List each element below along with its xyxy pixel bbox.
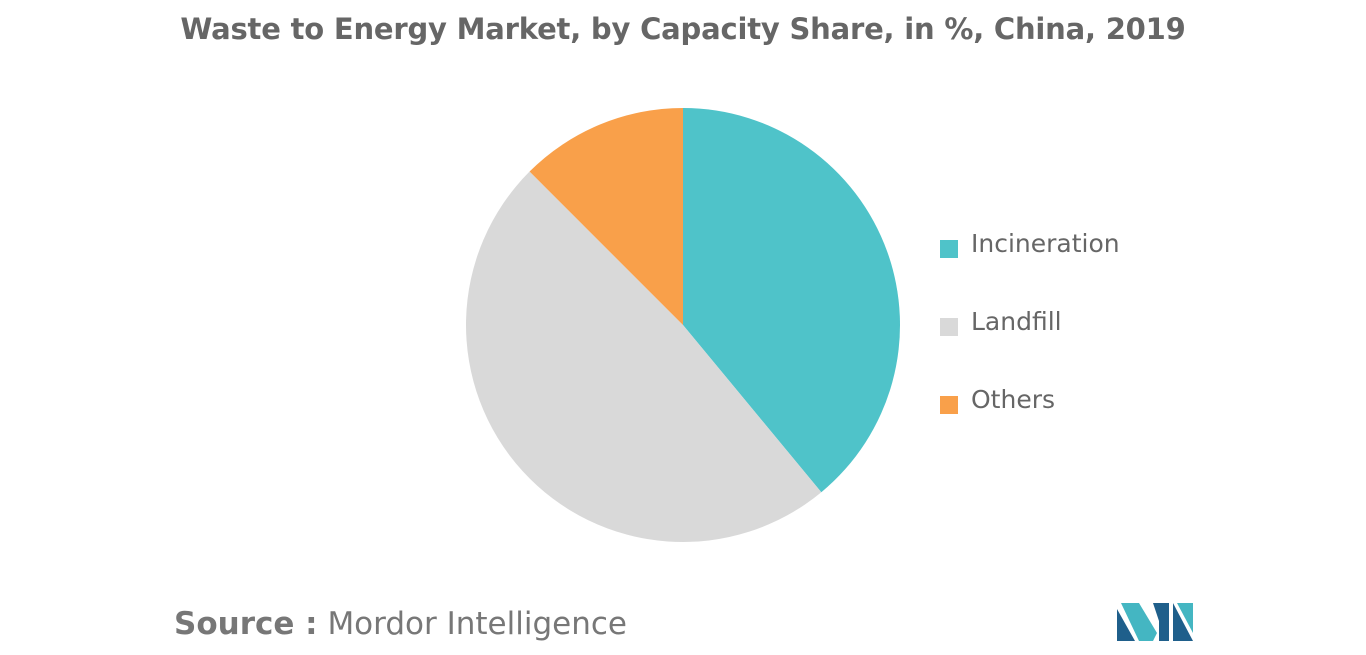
source-label: Source :: [174, 606, 318, 642]
pie-slice-others: [529, 108, 683, 325]
logo-shape-1: [1117, 609, 1135, 641]
logo-shape-4: [1173, 603, 1193, 641]
logo-shape-2: [1121, 603, 1157, 641]
pie-slice-landfill: [466, 171, 822, 542]
source-text: Mordor Intelligence: [327, 606, 627, 642]
legend-label-others: Others: [971, 385, 1056, 414]
logo-shape-3: [1153, 603, 1169, 641]
legend-label-incineration: Incineration: [971, 229, 1120, 258]
pie-slice-incineration: [683, 108, 900, 493]
source-note: Source : Mordor Intelligence: [174, 606, 627, 642]
legend-swatch-others: [940, 396, 958, 414]
chart-title: Waste to Energy Market, by Capacity Shar…: [180, 12, 1186, 46]
legend-swatch-incineration: [940, 240, 958, 258]
mordor-intelligence-logo-icon: [1117, 603, 1193, 641]
logo-shape-5: [1177, 603, 1193, 633]
legend-label-landfill: Landfill: [971, 307, 1062, 336]
legend-swatch-landfill: [940, 318, 958, 336]
